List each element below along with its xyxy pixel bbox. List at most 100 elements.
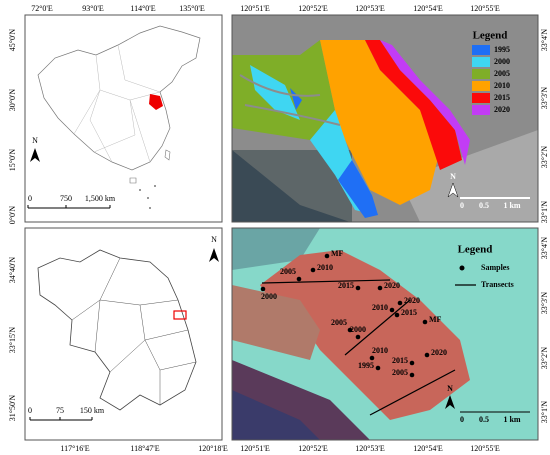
land-cover-region bbox=[380, 40, 470, 165]
legend-label: 2005 bbox=[494, 69, 510, 78]
scale-label: 750 bbox=[60, 194, 72, 203]
lon-label: 120°53'E bbox=[355, 444, 385, 453]
north-arrow bbox=[30, 148, 40, 162]
legend-swatch bbox=[472, 45, 490, 55]
north-label: N bbox=[211, 235, 217, 244]
sample-label: 2020 bbox=[384, 281, 400, 290]
sample-point bbox=[375, 365, 381, 371]
sample-point bbox=[260, 286, 266, 292]
north-arrow bbox=[447, 182, 459, 198]
sample-label: 2000 bbox=[350, 325, 366, 334]
lat-label: 33°3'N bbox=[540, 292, 549, 315]
legend-label: 2000 bbox=[494, 57, 510, 66]
sample-point bbox=[394, 312, 400, 318]
legend-label: Samples bbox=[481, 263, 509, 272]
sample-label: 2000 bbox=[261, 292, 277, 301]
scale-label: 0.5 bbox=[479, 415, 489, 424]
land-cover-region bbox=[365, 40, 462, 170]
legend-label: Transects bbox=[481, 280, 514, 289]
sample-label: 2020 bbox=[431, 348, 447, 357]
north-label: N bbox=[447, 384, 453, 393]
islands bbox=[129, 149, 171, 184]
sample-label: MF bbox=[429, 315, 442, 324]
legend-swatch bbox=[472, 69, 490, 79]
sample-point bbox=[347, 327, 353, 333]
transects bbox=[261, 279, 456, 416]
sample-point bbox=[377, 285, 383, 291]
lat-label: 33°1'N bbox=[540, 201, 549, 224]
china-outline bbox=[37, 25, 201, 171]
panel-frame bbox=[24, 227, 223, 441]
sample-label: 2010 bbox=[317, 263, 333, 272]
lon-label: 120°51'E bbox=[240, 4, 270, 13]
sample-label: 2010 bbox=[372, 346, 388, 355]
jiangsu-highlight bbox=[149, 94, 163, 110]
legend-swatch bbox=[472, 81, 490, 91]
legend-title: Legend bbox=[458, 244, 493, 256]
sample-label: 2005 bbox=[392, 368, 408, 377]
sample-label: 2005 bbox=[331, 318, 347, 327]
lat-label: 33°2'N bbox=[540, 347, 549, 370]
sample-label: MF bbox=[331, 249, 344, 258]
legend-title: Legend bbox=[473, 30, 508, 42]
sample-label: 2015 bbox=[401, 308, 417, 317]
scale-label: 150 km bbox=[80, 406, 105, 415]
city-lines bbox=[71, 257, 197, 405]
lon-label: 118°47'E bbox=[130, 444, 159, 453]
sample-point bbox=[422, 319, 428, 325]
sample-point bbox=[424, 352, 430, 358]
scale-ticks bbox=[29, 417, 93, 420]
scale-label: 1 km bbox=[503, 201, 520, 210]
sample-point bbox=[409, 360, 415, 366]
lon-label: 120°52'E bbox=[298, 4, 328, 13]
lon-label: 120°54'E bbox=[413, 444, 443, 453]
land-cover-image bbox=[232, 15, 538, 222]
scale-label: 1 km bbox=[503, 415, 520, 424]
lon-label: 93°0'E bbox=[82, 4, 104, 13]
panel-frame bbox=[24, 14, 223, 223]
lat-label: 33°4'N bbox=[540, 237, 549, 260]
sample-label: 2010 bbox=[372, 303, 388, 312]
lon-label: 120°55'E bbox=[470, 4, 500, 13]
sample-point bbox=[389, 307, 395, 313]
panel-frame bbox=[231, 227, 539, 441]
china-panel bbox=[24, 14, 223, 223]
north-label: N bbox=[32, 136, 38, 145]
scale-label: 0 bbox=[28, 194, 32, 203]
sample-point bbox=[310, 267, 316, 273]
legend-sample-dot bbox=[459, 265, 465, 271]
lat-label: 33°2'N bbox=[540, 146, 549, 169]
jiangsu-panel bbox=[24, 227, 223, 441]
lat-label: 45°0'N bbox=[8, 29, 17, 52]
land-cover-region bbox=[290, 88, 378, 218]
land-cover-region bbox=[320, 40, 440, 205]
scale-label: 0 bbox=[28, 406, 32, 415]
lon-label: 120°55'E bbox=[470, 444, 500, 453]
lat-label: 33°3'N bbox=[540, 87, 549, 110]
lat-label: 0°0'N bbox=[8, 206, 17, 225]
lat-label: 33°15'N bbox=[8, 327, 17, 354]
panel-frame bbox=[231, 14, 539, 223]
legend-label: 2010 bbox=[494, 81, 510, 90]
lon-label: 120°53'E bbox=[355, 4, 385, 13]
study-area-box bbox=[173, 310, 187, 320]
legend-label: 2015 bbox=[494, 93, 510, 102]
jiangsu-outline bbox=[37, 249, 197, 411]
sample-label: 1995 bbox=[358, 361, 374, 370]
north-arrow bbox=[209, 248, 219, 262]
scale-ticks bbox=[27, 205, 111, 208]
lat-label: 33°1'N bbox=[540, 401, 549, 424]
legend-swatch bbox=[472, 105, 490, 115]
sample-label: 2005 bbox=[280, 267, 296, 276]
scale-label: 0 bbox=[460, 415, 464, 424]
sample-point bbox=[296, 276, 302, 282]
sample-image bbox=[232, 228, 538, 440]
scale-label: 75 bbox=[56, 406, 64, 415]
lat-label: 15°0'N bbox=[8, 149, 17, 172]
sample-point bbox=[369, 355, 375, 361]
north-arrow bbox=[445, 395, 455, 409]
north-label: N bbox=[450, 172, 456, 181]
lon-label: 120°52'E bbox=[298, 444, 328, 453]
lat-label: 31°50'N bbox=[8, 395, 17, 422]
